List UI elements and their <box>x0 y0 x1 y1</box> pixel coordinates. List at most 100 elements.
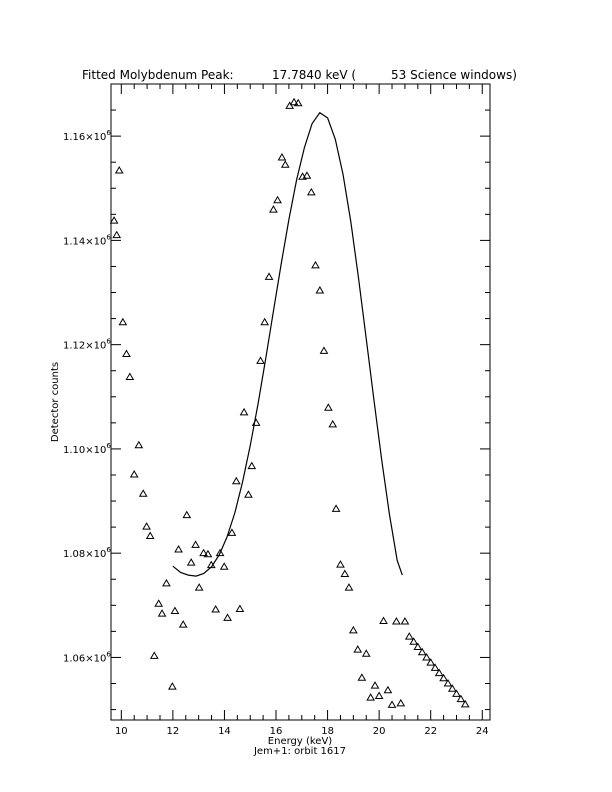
y-tick-label: 1.06×106 <box>63 650 111 664</box>
y-tick-exponent: 6 <box>106 129 111 137</box>
y-tick-label: 1.16×106 <box>63 129 111 143</box>
y-tick-exponent: 6 <box>106 338 111 346</box>
data-point <box>348 625 358 634</box>
data-point <box>387 700 397 708</box>
data-point <box>422 652 431 661</box>
x-tick-label: 22 <box>424 726 437 737</box>
data-point <box>311 260 320 269</box>
data-point <box>336 560 345 568</box>
y-tick-label: 1.10×106 <box>63 442 111 456</box>
data-point <box>460 699 470 708</box>
data-point <box>315 285 325 294</box>
x-tick-label: 18 <box>321 726 334 737</box>
data-point <box>223 613 232 621</box>
chart-subtitle: Jem+1: orbit 1617 <box>253 746 346 757</box>
data-point <box>302 171 312 179</box>
y-axis-title: Detector counts <box>50 362 61 442</box>
data-point <box>293 98 303 107</box>
data-point <box>138 489 148 497</box>
data-point <box>134 440 144 449</box>
data-point <box>142 522 151 530</box>
data-point <box>456 694 466 703</box>
data-point <box>129 469 139 478</box>
data-point <box>404 632 414 640</box>
data-point <box>400 616 410 625</box>
chart-title-part-2: 17.7840 keV ( <box>272 68 356 82</box>
data-point <box>174 545 183 553</box>
data-point <box>392 616 401 625</box>
data-point <box>340 569 350 578</box>
data-point <box>231 476 241 485</box>
data-point <box>118 317 128 326</box>
y-tick-exponent: 6 <box>106 546 111 554</box>
data-point <box>211 604 221 613</box>
data-point <box>396 698 406 707</box>
data-point <box>170 606 180 615</box>
data-point <box>109 216 119 224</box>
data-point <box>434 668 444 677</box>
data-point <box>122 349 131 358</box>
data-point <box>167 682 177 690</box>
data-point <box>125 372 135 380</box>
data-point <box>227 528 237 536</box>
data-point <box>157 609 167 617</box>
data-point <box>114 166 124 174</box>
y-tick-mantissa: 1.14×10 <box>63 236 106 247</box>
data-point <box>319 346 329 354</box>
data-point <box>239 407 249 416</box>
data-point <box>289 97 299 106</box>
chart-title-part-1: Fitted Molybdenum Peak: <box>82 68 234 82</box>
y-tick-exponent: 6 <box>106 233 111 241</box>
data-point <box>219 562 229 570</box>
fit-curve <box>172 111 403 577</box>
data-point <box>413 642 423 651</box>
y-tick-mantissa: 1.10×10 <box>63 445 106 456</box>
data-point <box>277 153 287 161</box>
data-point <box>154 599 164 607</box>
data-point <box>361 649 371 657</box>
data-point <box>328 419 338 428</box>
data-point <box>430 663 440 671</box>
data-point <box>235 604 245 612</box>
data-point <box>191 540 200 548</box>
data-point <box>112 230 122 239</box>
y-tick-mantissa: 1.16×10 <box>63 132 106 143</box>
x-axis-ticks: 10 12 14 16 18 20 22 24 <box>115 84 489 737</box>
data-point <box>379 616 388 624</box>
x-tick-label: 14 <box>218 726 231 737</box>
data-point <box>149 651 159 659</box>
data-point <box>280 160 290 168</box>
y-tick-mantissa: 1.12×10 <box>63 341 106 352</box>
data-point <box>344 583 354 591</box>
data-point <box>215 548 225 557</box>
data-point <box>370 681 380 689</box>
data-point <box>269 205 278 213</box>
data-point <box>306 187 316 196</box>
x-tick-label: 20 <box>373 726 386 737</box>
data-point <box>426 658 436 666</box>
y-tick-mantissa: 1.06×10 <box>63 653 106 664</box>
plot-frame <box>110 83 491 721</box>
data-point <box>383 685 393 694</box>
x-tick-label: 24 <box>476 726 489 737</box>
data-point <box>409 637 419 645</box>
data-point <box>323 403 333 411</box>
data-point <box>443 679 453 687</box>
data-point <box>186 558 196 566</box>
data-point <box>244 490 253 498</box>
x-tick-label: 10 <box>115 726 128 737</box>
y-tick-mantissa: 1.08×10 <box>63 549 106 560</box>
x-axis-title: Energy (keV) <box>268 736 333 747</box>
y-tick-label: 1.08×106 <box>63 546 111 560</box>
data-point <box>357 673 367 681</box>
data-point <box>199 548 208 557</box>
data-point <box>353 645 363 653</box>
data-point <box>162 578 171 587</box>
data-point <box>439 673 448 682</box>
data-point <box>145 531 155 539</box>
chart-title-part-3: 53 Science windows) <box>391 68 517 82</box>
plot-marks <box>109 97 470 708</box>
data-point <box>374 691 384 700</box>
x-tick-label: 12 <box>167 726 180 737</box>
